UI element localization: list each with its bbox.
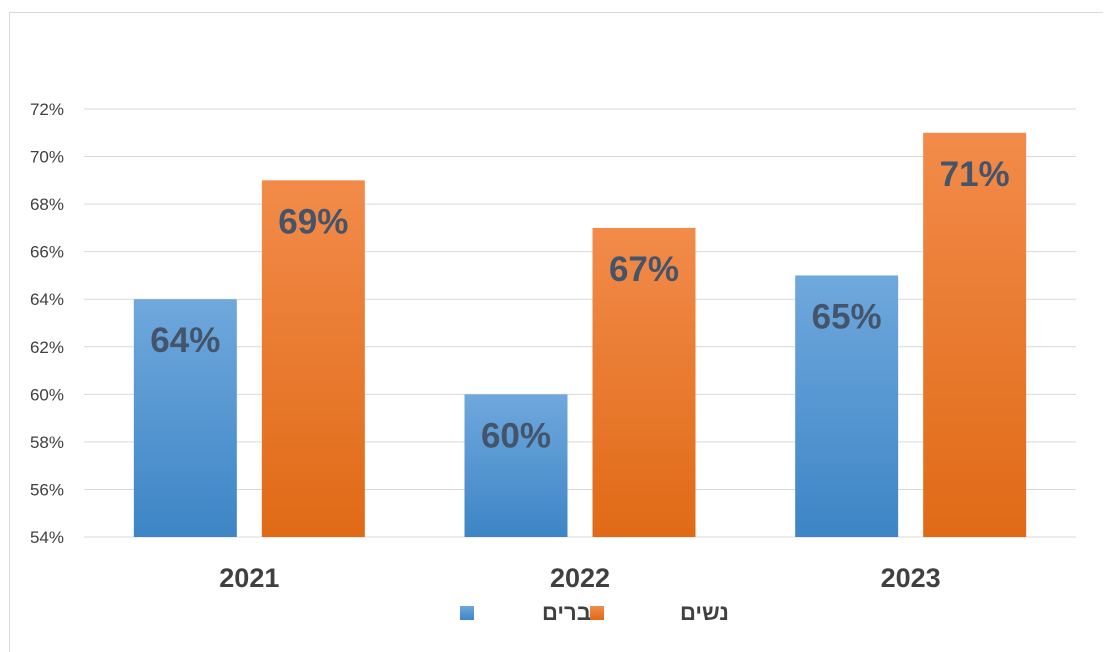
legend-label: נשים: [680, 600, 729, 625]
y-tick-label: 60%: [30, 385, 64, 404]
x-category-label: 2023: [881, 563, 941, 593]
legend-swatch: [590, 606, 604, 620]
data-label: 65%: [812, 297, 882, 336]
y-tick-label: 64%: [30, 290, 64, 309]
bars: 64% 69% 60% 67% 65% 71%: [134, 133, 1026, 537]
x-category-label: 2021: [219, 563, 279, 593]
y-tick-label: 66%: [30, 243, 64, 262]
y-tick-label: 56%: [30, 480, 64, 499]
y-tick-label: 72%: [30, 100, 64, 119]
data-label: 60%: [481, 416, 551, 455]
data-label: 69%: [278, 202, 348, 241]
y-tick-label: 54%: [30, 528, 64, 547]
y-tick-label: 62%: [30, 338, 64, 357]
y-tick-label: 70%: [30, 148, 64, 167]
x-axis: 2021 2022 2023: [219, 563, 940, 593]
y-axis: 54% 56% 58% 60% 62% 64% 66% 68% 70% 72%: [30, 100, 64, 547]
data-label: 64%: [150, 321, 220, 360]
data-label: 71%: [940, 155, 1010, 194]
x-category-label: 2022: [550, 563, 610, 593]
y-tick-label: 58%: [30, 433, 64, 452]
legend-swatch: [460, 606, 474, 620]
y-tick-label: 68%: [30, 195, 64, 214]
data-label: 67%: [609, 250, 679, 289]
legend: גברים נשים: [460, 600, 729, 625]
